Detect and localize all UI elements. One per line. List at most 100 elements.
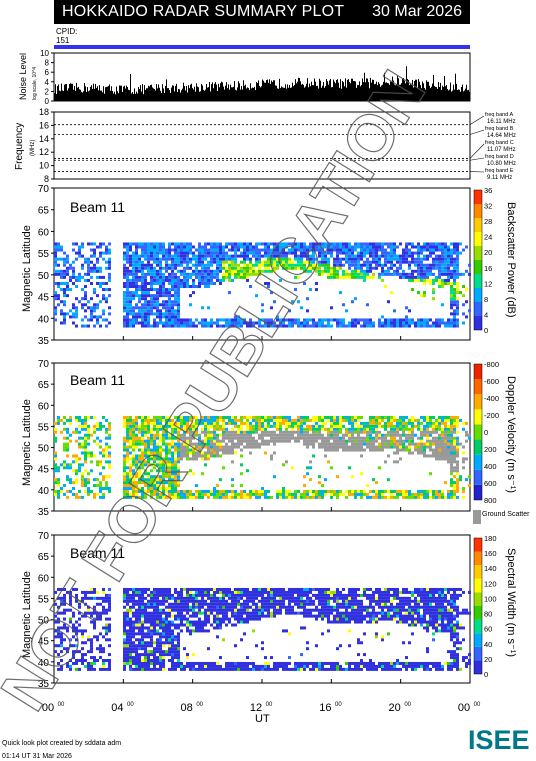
data-cell — [219, 418, 222, 422]
data-cell — [210, 489, 213, 493]
data-cell — [315, 245, 318, 249]
data-cell — [354, 415, 357, 419]
data-cell — [75, 430, 78, 434]
data-cell — [270, 248, 273, 252]
data-cell — [408, 242, 411, 246]
data-cell — [462, 451, 465, 455]
noise-bar — [106, 86, 107, 101]
data-cell — [102, 294, 105, 298]
data-cell — [243, 257, 246, 261]
data-cell — [150, 263, 153, 267]
data-cell — [165, 269, 168, 273]
data-cell — [285, 251, 288, 255]
data-cell — [126, 587, 129, 591]
data-cell — [138, 460, 141, 464]
data-cell — [171, 285, 174, 289]
data-cell — [108, 445, 111, 449]
data-cell — [105, 430, 108, 434]
data-cell — [456, 460, 459, 464]
data-cell — [216, 272, 219, 276]
data-cell — [174, 475, 177, 479]
data-cell — [198, 281, 201, 285]
data-cell — [213, 251, 216, 255]
noise-bar — [301, 84, 302, 101]
data-cell — [93, 478, 96, 482]
data-cell — [129, 242, 132, 246]
data-cell — [66, 442, 69, 446]
data-cell — [399, 318, 402, 322]
data-cell — [291, 300, 294, 304]
data-cell — [390, 254, 393, 258]
data-cell — [162, 303, 165, 307]
data-cell — [309, 263, 312, 267]
data-cell — [444, 418, 447, 422]
data-cell — [195, 263, 198, 267]
data-cell — [240, 439, 243, 443]
data-cell — [162, 487, 165, 491]
data-cell — [171, 281, 174, 285]
data-cell — [306, 260, 309, 264]
data-cell — [270, 321, 273, 325]
data-cell — [141, 439, 144, 443]
data-cell — [63, 484, 66, 488]
data-cell — [411, 436, 414, 440]
data-cell — [270, 324, 273, 328]
data-cell — [216, 257, 219, 261]
data-cell — [432, 257, 435, 261]
data-cell — [60, 638, 63, 642]
data-cell — [342, 275, 345, 279]
data-cell — [438, 275, 441, 279]
data-cell — [318, 436, 321, 440]
noise-bar — [387, 83, 388, 101]
data-cell — [144, 492, 147, 496]
data-cell — [93, 492, 96, 496]
data-cell — [63, 445, 66, 449]
data-cell — [174, 451, 177, 455]
data-cell — [339, 489, 342, 493]
data-cell — [225, 245, 228, 249]
data-cell — [228, 433, 231, 437]
data-cell — [249, 324, 252, 328]
data-cell — [438, 421, 441, 425]
data-cell — [144, 495, 147, 499]
data-cell — [153, 318, 156, 322]
data-cell — [375, 418, 378, 422]
data-cell — [291, 427, 294, 431]
data-cell — [444, 495, 447, 499]
data-cell — [366, 492, 369, 496]
data-cell — [333, 260, 336, 264]
data-cell — [81, 656, 84, 660]
data-cell — [297, 421, 300, 425]
data-cell — [375, 492, 378, 496]
data-cell — [135, 623, 138, 627]
noise-bar — [350, 83, 351, 101]
data-cell — [66, 427, 69, 431]
data-cell — [210, 248, 213, 252]
data-cell — [150, 481, 153, 485]
data-cell — [255, 489, 258, 493]
data-cell — [132, 472, 135, 476]
data-cell — [99, 421, 102, 425]
data-cell — [138, 454, 141, 458]
data-cell — [213, 415, 216, 419]
noise-bar — [325, 86, 326, 101]
data-cell — [144, 667, 147, 671]
data-cell — [156, 281, 159, 285]
data-cell — [408, 263, 411, 267]
data-cell — [303, 427, 306, 431]
data-cell — [300, 248, 303, 252]
noise-bar — [223, 86, 224, 101]
data-cell — [381, 245, 384, 249]
data-cell — [219, 454, 222, 458]
data-cell — [435, 260, 438, 264]
data-cell — [90, 656, 93, 660]
data-cell — [435, 263, 438, 267]
data-cell — [135, 638, 138, 642]
noise-bar — [420, 85, 421, 101]
data-cell — [96, 427, 99, 431]
data-cell — [426, 430, 429, 434]
data-cell — [393, 324, 396, 328]
data-cell — [180, 324, 183, 328]
noise-bar — [212, 82, 213, 101]
data-cell — [183, 415, 186, 419]
